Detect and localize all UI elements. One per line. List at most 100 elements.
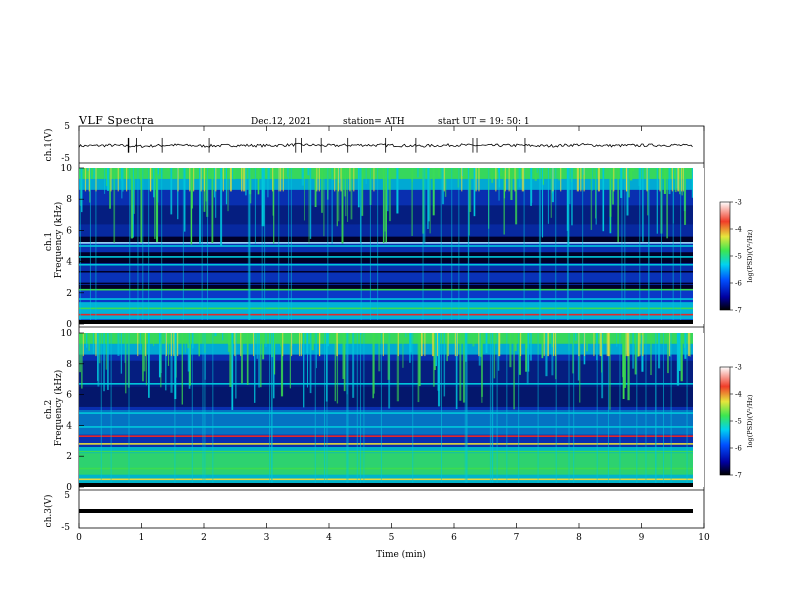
spectrogram-burst [509,333,512,368]
spectrogram-burst [547,168,550,224]
station-label: station= ATH [343,117,405,127]
spectrogram-burst [228,333,230,345]
spectrogram-burst [547,333,549,357]
spectrogram-burst [198,333,200,357]
spectrogram-burst [676,333,680,386]
spectrogram-sferic [270,333,272,487]
spectrogram-sferic [680,168,682,324]
spectrogram-burst [628,333,630,357]
spectrogram-burst [402,333,404,368]
spectrogram-burst [373,168,375,192]
spectrogram-sferic [89,168,91,324]
spectrogram-burst [334,168,336,192]
spectrogram-burst [110,168,112,192]
spectrogram-burst [560,168,562,192]
spectrogram-sferic [538,168,540,324]
spectrogram-burst [342,333,345,379]
spectrogram-line [79,242,693,244]
colorbar-tick-label: -3 [735,364,742,372]
spectrogram-burst [378,333,381,372]
spectrogram-burst [663,168,666,194]
spectrogram-burst [323,333,325,337]
spectrogram-line [79,256,693,258]
spectrogram-sferic [440,168,442,324]
spectrogram-burst [521,168,523,192]
spectrogram-sferic [451,168,453,324]
spectrogram-burst [331,333,333,340]
spectrogram-burst [222,333,224,341]
spectrogram-burst [336,333,339,404]
spectrogram-burst [345,168,347,217]
spectrogram-sferic [290,168,292,324]
spectrogram-burst [98,333,101,364]
spectrogram-burst [120,168,123,181]
spectrogram-burst [230,168,232,192]
spectrogram-burst [84,168,87,192]
spectrogram-burst [572,333,574,374]
colorbar-tick-label: -4 [735,226,742,234]
spectrogram-burst [254,333,256,403]
spectrogram-sferic [142,168,144,324]
spectrogram-sferic [363,333,365,487]
spectrogram-burst [531,168,533,203]
spectrogram-burst [608,333,610,357]
spectrogram-burst [417,168,419,178]
spectrogram-burst [153,333,155,347]
time-tick-label: 10 [698,533,710,543]
spectrogram-burst [103,168,106,194]
spectrogram-gap [693,333,704,487]
time-tick-label: 5 [389,533,395,543]
spectrogram-burst [149,168,152,192]
spectrogram-burst [257,168,260,195]
spectrogram-burst [340,168,342,192]
ch1-spec-ylabel-line2: Frequency (kHz) [53,202,64,279]
spectrogram-burst [597,333,599,336]
spectrogram-burst [409,333,411,363]
spectrogram-band [79,453,693,475]
freq-tick-label: 0 [66,320,72,330]
spectrogram-burst [242,168,244,192]
spectrogram-sferic [523,168,525,324]
spectrogram-burst [234,333,236,357]
spectrogram-sferic [489,333,491,487]
spectrogram-burst [632,333,634,369]
spectrogram-sferic [269,333,271,487]
spectrogram-burst [121,168,124,192]
spectrogram-burst [384,168,386,232]
spectrogram-burst [682,168,684,192]
start-time-label: start UT = 19: 50: 1 [438,117,530,127]
spectrogram-burst [244,168,246,192]
spectrogram-burst [625,168,628,192]
spectrogram-burst [387,333,390,380]
spectrogram-sferic [360,333,362,487]
spectrogram-sferic [672,168,674,324]
spectrogram-burst [187,333,190,349]
spectrogram-burst [233,168,236,180]
spectrogram-burst [418,333,421,387]
spectrogram-sferic [207,168,209,324]
spectrogram-burst [571,168,573,226]
spectrogram-band [79,410,693,435]
spectrogram-burst [121,168,123,199]
spectrogram-burst [473,168,476,217]
spectrogram-burst [659,168,661,192]
spectrogram-burst [318,168,320,192]
spectrogram-burst [227,168,229,212]
spectrogram-burst [132,168,134,238]
spectrogram-sferic [468,168,470,324]
spectrogram-burst [498,333,500,357]
spectrogram-burst [431,333,434,357]
spectrogram-burst [140,168,143,243]
spectrogram-burst [308,168,310,244]
colorbar-tick-label: -3 [735,199,742,207]
ch2-spec-ylabel-line2: Frequency (kHz) [53,370,64,447]
spectrogram-burst [267,168,270,180]
spectrogram-burst [420,333,422,344]
freq-tick-label: 6 [66,226,72,236]
spectrogram-burst [534,168,537,181]
spectrogram-burst [609,333,611,410]
spectrogram-burst [509,168,512,179]
spectrogram-burst [671,168,673,192]
spectrogram-burst [396,333,400,402]
spectrogram-burst [246,333,249,385]
